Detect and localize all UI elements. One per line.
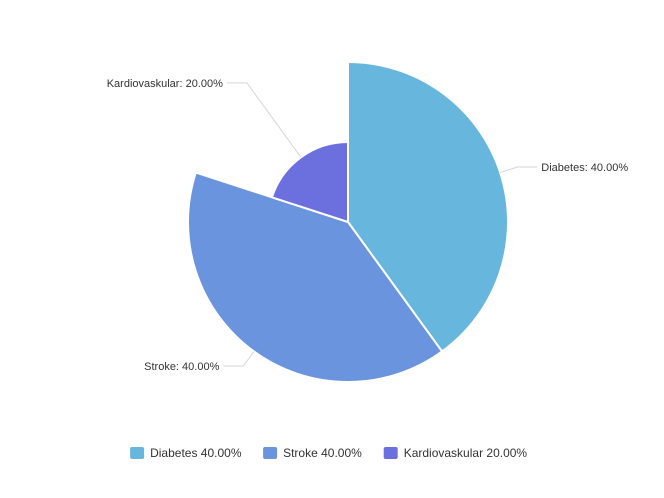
slice-label-kardiovaskular: Kardiovaskular: 20.00% bbox=[107, 78, 223, 90]
pie-slice-stroke[interactable] bbox=[187, 171, 444, 383]
slices-group bbox=[187, 60, 509, 383]
legend-label-kardiovaskular: Kardiovaskular 20.00% bbox=[404, 446, 528, 460]
legend-item-diabetes[interactable]: Diabetes 40.00% bbox=[130, 446, 242, 460]
legend-label-diabetes: Diabetes 40.00% bbox=[150, 446, 242, 460]
legend-swatch-stroke bbox=[263, 447, 278, 459]
legend: Diabetes 40.00% Stroke 40.00% Kardiovaskul… bbox=[130, 446, 527, 460]
leader-line-kardiovaskular bbox=[226, 82, 302, 158]
leader-line-stroke bbox=[223, 351, 255, 367]
legend-swatch-kardiovaskular bbox=[383, 447, 398, 459]
slice-label-diabetes: Diabetes: 40.00% bbox=[541, 162, 628, 174]
legend-item-stroke[interactable]: Stroke 40.00% bbox=[263, 446, 362, 460]
pie-slice-diabetes[interactable] bbox=[347, 60, 509, 353]
leader-lines-group bbox=[223, 82, 538, 367]
legend-item-kardiovaskular[interactable]: Kardiovaskular 20.00% bbox=[383, 446, 528, 460]
legend-swatch-diabetes bbox=[130, 447, 145, 459]
legend-label-stroke: Stroke 40.00% bbox=[283, 446, 362, 460]
leader-line-diabetes bbox=[500, 166, 538, 174]
slice-label-stroke: Stroke: 40.00% bbox=[144, 361, 219, 373]
slice-labels-group: Diabetes: 40.00% Stroke: 40.00% Kardiovask… bbox=[107, 78, 629, 373]
